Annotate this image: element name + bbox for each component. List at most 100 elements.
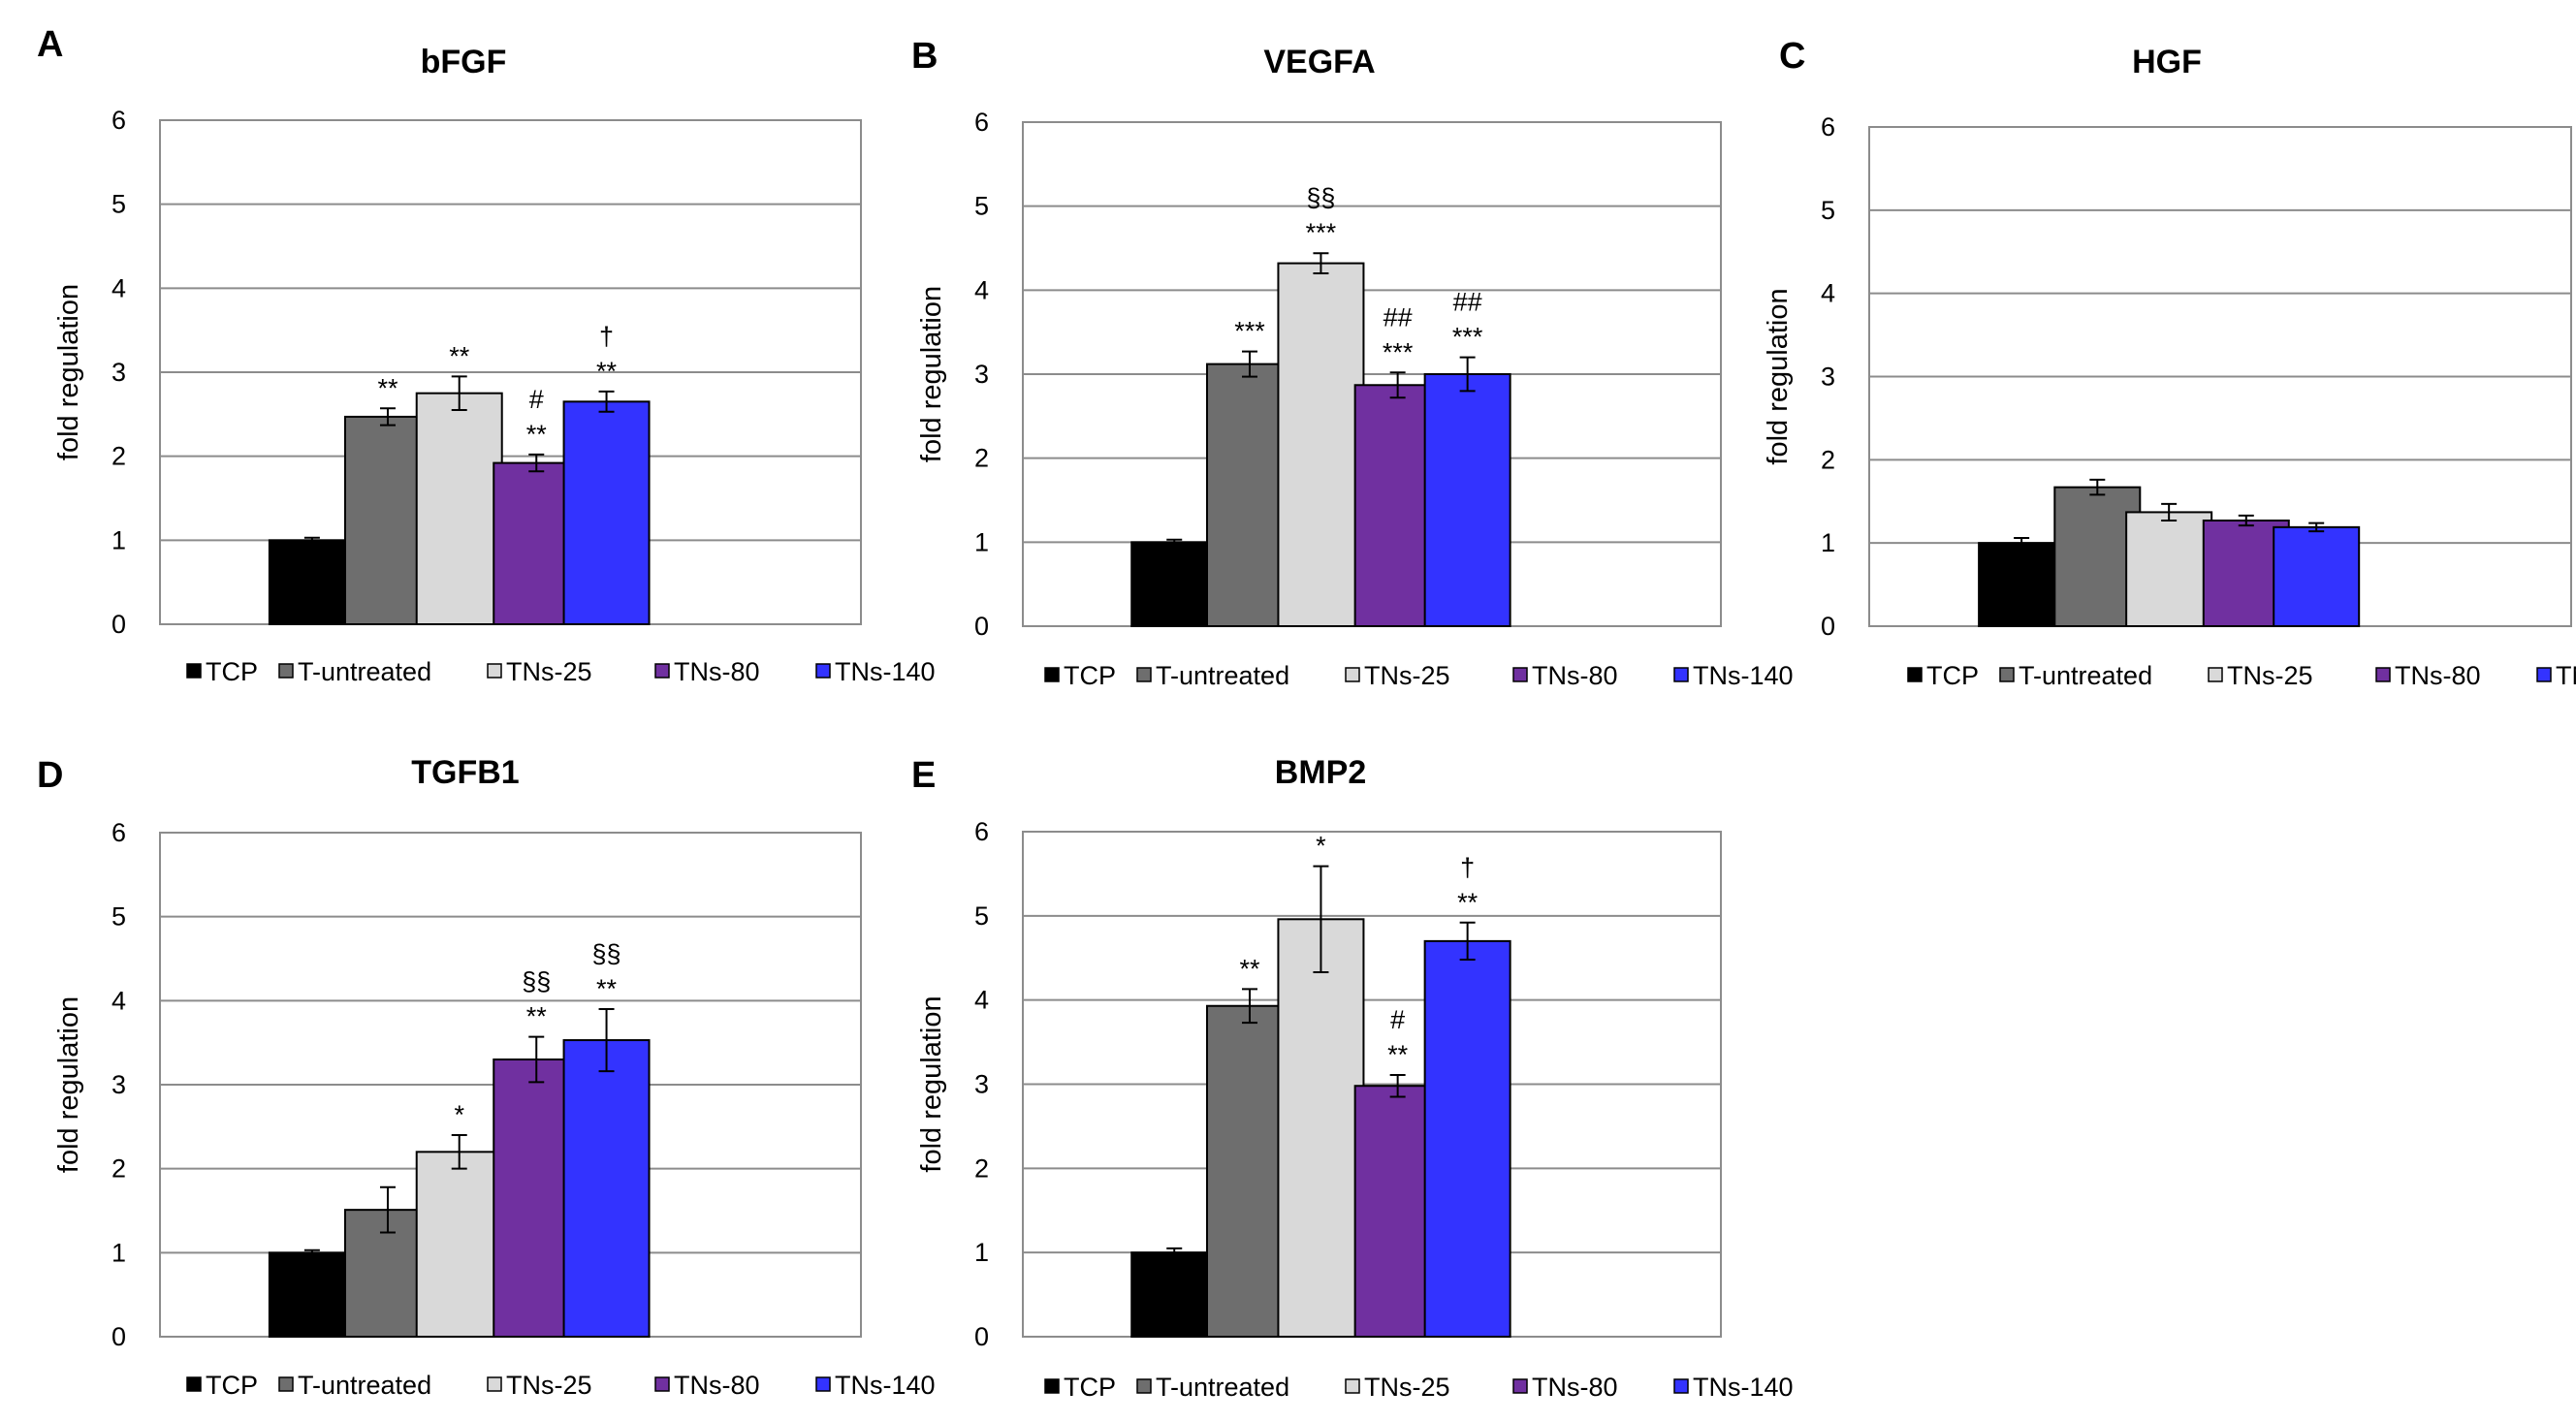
y-tick-label: 6 — [974, 817, 989, 846]
legend-label: TCP — [1926, 661, 1979, 690]
legend-swatch — [186, 1376, 202, 1392]
legend-label: TNs-140 — [1693, 1373, 1794, 1402]
y-tick-label: 6 — [974, 108, 989, 137]
y-tick-label: 4 — [1821, 279, 1835, 308]
y-tick-label: 1 — [111, 525, 126, 554]
bar-tns-25 — [415, 392, 503, 625]
y-axis-label: fold regulation — [53, 996, 84, 1173]
bar-tns-140 — [562, 1039, 651, 1338]
bar-tcp — [1978, 542, 2066, 628]
y-tick-label: 2 — [974, 1153, 989, 1183]
legend-swatch — [815, 663, 831, 679]
chart-title: VEGFA — [1263, 44, 1375, 80]
y-tick-label: 6 — [111, 818, 126, 847]
legend-swatch — [1673, 1378, 1689, 1394]
significance-label: ** — [1387, 1040, 1409, 1069]
y-tick-label: 4 — [111, 273, 126, 302]
legend-swatch — [2536, 667, 2552, 682]
legend-swatch — [487, 1376, 502, 1392]
legend-swatch — [1512, 1378, 1528, 1394]
significance-label: §§ — [522, 967, 551, 996]
legend-label: T-untreated — [2019, 661, 2152, 690]
y-tick-label: 5 — [111, 190, 126, 219]
panel-letter: C — [1779, 36, 1805, 77]
legend-label: TNs-80 — [2395, 661, 2481, 690]
y-tick-label: 1 — [974, 1238, 989, 1267]
y-tick-label: 0 — [111, 1322, 126, 1351]
y-tick-label: 5 — [1821, 196, 1835, 225]
bar-tns-25 — [1277, 262, 1365, 627]
significance-label: ** — [377, 373, 398, 402]
bar-tns-25 — [415, 1151, 503, 1339]
legend-label: TNs-25 — [1364, 1373, 1450, 1402]
legend-swatch — [487, 663, 502, 679]
legend-label: TNs-25 — [506, 657, 592, 686]
legend-label: TNs-80 — [674, 1371, 760, 1400]
y-tick-label: 4 — [974, 986, 989, 1015]
legend-label: TNs-140 — [1693, 661, 1794, 690]
significance-label: ** — [596, 357, 618, 386]
bar-tcp — [1130, 541, 1219, 627]
y-tick-label: 3 — [1821, 363, 1835, 392]
chart-title: HGF — [2132, 44, 2202, 80]
panel-letter: B — [911, 36, 938, 77]
y-tick-label: 3 — [974, 1070, 989, 1099]
legend-swatch — [1136, 1378, 1152, 1394]
significance-label: ** — [1239, 954, 1260, 983]
y-tick-label: 0 — [1821, 612, 1835, 641]
legend-swatch — [1512, 667, 1528, 682]
y-tick-label: 3 — [111, 358, 126, 387]
legend-label: TCP — [1064, 1373, 1116, 1402]
legend-swatch — [278, 1376, 294, 1392]
chart-title: BMP2 — [1275, 754, 1366, 791]
legend-swatch — [1345, 1378, 1360, 1394]
legend-label: TNs-25 — [1364, 661, 1450, 690]
bar-tns-140 — [562, 400, 651, 626]
legend-swatch — [2208, 667, 2223, 682]
panel-letter: E — [911, 755, 936, 796]
y-tick-label: 0 — [974, 612, 989, 641]
y-tick-label: 5 — [111, 902, 126, 932]
y-tick-label: 4 — [111, 986, 126, 1015]
significance-label: ** — [526, 1002, 548, 1031]
bar-tns-140 — [1423, 939, 1511, 1339]
y-axis-label: fold regulation — [916, 286, 947, 462]
legend-label: TCP — [206, 1371, 258, 1400]
significance-label: §§ — [592, 939, 621, 968]
legend-swatch — [1044, 667, 1060, 682]
significance-label: ** — [1457, 888, 1479, 917]
legend-swatch — [186, 663, 202, 679]
legend-label: TNs-80 — [674, 657, 760, 686]
significance-label: † — [1460, 853, 1475, 882]
bar-tcp — [268, 1251, 356, 1339]
significance-label: * — [1316, 832, 1326, 861]
legend-label: T-untreated — [298, 1371, 431, 1400]
bar-tns-140 — [1423, 373, 1511, 627]
legend-swatch — [815, 1376, 831, 1392]
significance-label: *** — [1306, 218, 1337, 247]
y-tick-label: 2 — [1821, 445, 1835, 474]
y-tick-label: 2 — [974, 444, 989, 473]
bar-tcp — [1130, 1251, 1219, 1338]
significance-label: ## — [1453, 288, 1482, 317]
bar-tcp — [268, 539, 356, 625]
legend-label: TNs-140 — [2556, 661, 2576, 690]
legend-swatch — [1673, 667, 1689, 682]
legend-swatch — [654, 1376, 670, 1392]
legend-swatch — [1136, 667, 1152, 682]
significance-label: *** — [1452, 323, 1483, 352]
y-tick-label: 2 — [111, 1154, 126, 1184]
significance-label: * — [454, 1100, 464, 1129]
legend-swatch — [1044, 1378, 1060, 1394]
y-tick-label: 0 — [974, 1322, 989, 1351]
chart-title: bFGF — [421, 44, 507, 80]
y-tick-label: 4 — [974, 275, 989, 304]
significance-label: *** — [1383, 337, 1414, 366]
legend-swatch — [1907, 667, 1923, 682]
significance-label: ** — [449, 341, 470, 370]
legend-swatch — [2375, 667, 2391, 682]
chart-panel-b: B VEGFA 0 1 2 3 4 5 6 fold regulation *** *** §§ *** #… — [911, 36, 1794, 690]
legend-label: TCP — [206, 657, 258, 686]
